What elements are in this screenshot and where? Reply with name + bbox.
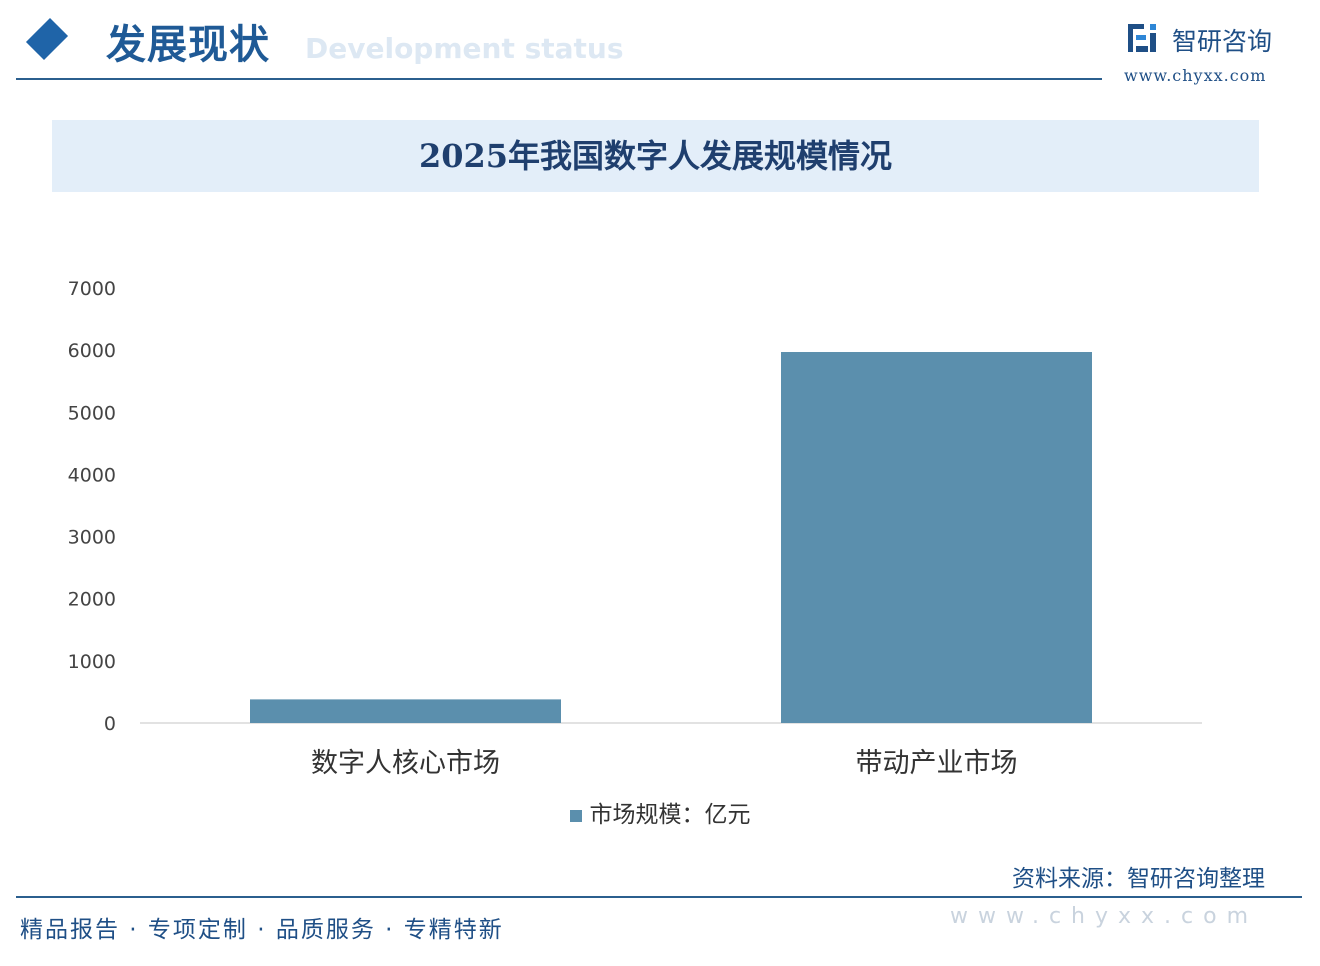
- y-tick-label: 5000: [68, 402, 116, 424]
- section-title: 发展现状: [106, 22, 270, 68]
- y-tick-label: 6000: [68, 340, 116, 362]
- legend-swatch: [569, 809, 582, 822]
- x-tick-label: 数字人核心市场: [311, 748, 500, 779]
- y-tick-label: 4000: [68, 464, 116, 486]
- y-tick-label: 3000: [68, 527, 116, 549]
- footer-url: www.chyxx.com: [950, 904, 1259, 929]
- bar: [781, 352, 1092, 723]
- bar: [250, 699, 561, 723]
- chart-title-box: 2025年我国数字人发展规模情况: [52, 120, 1259, 192]
- brand-logo-icon: [1128, 24, 1156, 52]
- footer-source: 资料来源：智研咨询整理: [1012, 866, 1265, 892]
- header-divider: [16, 78, 1102, 80]
- legend-label: 市场规模：亿元: [589, 802, 751, 828]
- chart-title: 2025年我国数字人发展规模情况: [418, 137, 893, 175]
- brand-name: 智研咨询: [1172, 27, 1273, 56]
- brand-url: www.chyxx.com: [1124, 66, 1267, 85]
- y-tick-label: 7000: [68, 278, 116, 300]
- footer-slogan: 精品报告 · 专项定制 · 品质服务 · 专精特新: [20, 917, 504, 943]
- legend: 市场规模：亿元: [0, 795, 1320, 829]
- footer-divider: [16, 896, 1302, 898]
- section-subtitle: Development status: [305, 32, 624, 65]
- y-tick-label: 0: [104, 713, 116, 735]
- x-tick-label: 带动产业市场: [856, 748, 1018, 779]
- y-tick-label: 2000: [68, 589, 116, 611]
- y-tick-label: 1000: [68, 651, 116, 673]
